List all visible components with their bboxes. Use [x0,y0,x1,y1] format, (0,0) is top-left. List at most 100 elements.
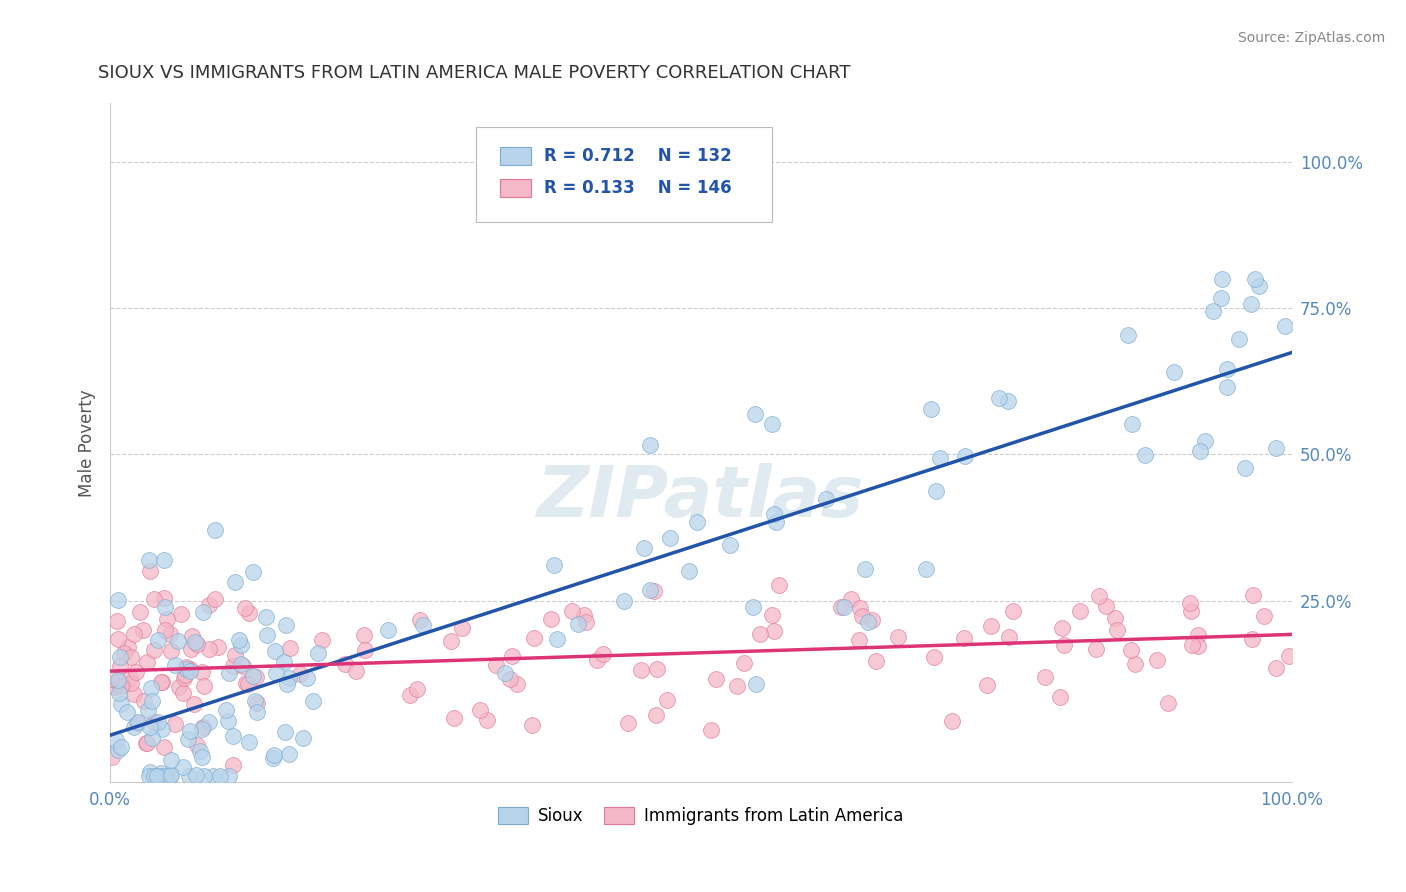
Point [122,687,145,701]
Point [176,659,198,673]
Point [1187,628,1209,642]
Point [575,615,598,629]
Point [485,657,508,672]
Point [1249,279,1271,293]
Point [924,484,946,499]
Point [222,729,245,743]
Point [198,598,221,612]
Point [914,562,936,576]
Point [245,670,267,684]
Point [191,665,214,679]
Point [520,718,543,732]
Point [191,605,214,619]
Point [765,515,787,529]
Point [172,759,194,773]
Point [1133,448,1156,462]
Point [1264,661,1286,675]
Point [107,673,129,687]
Point [475,713,498,727]
Point [1052,638,1074,652]
FancyBboxPatch shape [501,147,530,165]
Point [146,715,169,730]
Point [128,605,150,619]
Point [107,686,129,700]
Point [132,623,155,637]
Point [110,739,132,754]
Point [160,768,183,782]
Point [143,770,166,784]
Point [1049,690,1071,704]
Point [815,492,838,507]
Point [645,661,668,675]
Point [170,607,193,621]
Point [191,720,214,734]
Point [233,601,256,615]
Point [1241,588,1264,602]
Point [273,656,295,670]
Point [186,637,208,651]
Point [150,674,173,689]
Point [174,668,197,682]
Point [561,603,583,617]
Point [224,648,246,662]
Point [107,632,129,646]
Point [117,640,139,654]
Point [138,770,160,784]
Point [125,665,148,679]
Point [190,743,212,757]
Point [143,643,166,657]
Point [229,638,252,652]
Point [214,704,236,718]
FancyBboxPatch shape [477,127,772,222]
Point [1095,599,1118,614]
Point [440,633,463,648]
Text: ZIPatlas: ZIPatlas [537,463,865,532]
Point [988,391,1011,405]
Point [191,750,214,764]
Point [254,610,277,624]
Point [159,770,181,784]
Point [501,649,523,664]
Point [748,627,770,641]
Point [143,714,166,729]
Point [138,553,160,567]
Point [153,740,176,755]
Point [645,708,668,723]
Point [1146,652,1168,666]
Point [101,749,124,764]
Point [163,658,186,673]
Point [733,657,755,671]
Point [853,562,876,576]
Point [1104,611,1126,625]
FancyBboxPatch shape [501,179,530,197]
Point [832,600,855,615]
Point [221,757,243,772]
Point [159,770,181,784]
Point [159,626,181,640]
Point [830,600,852,615]
Point [1125,657,1147,672]
Point [150,766,173,780]
Point [150,722,173,736]
Point [585,653,607,667]
Point [763,624,786,639]
Point [523,631,546,645]
Point [228,632,250,647]
Point [633,541,655,555]
Point [264,666,287,681]
Point [242,565,264,579]
Point [311,633,333,648]
Y-axis label: Male Poverty: Male Poverty [79,389,96,497]
Point [184,768,207,782]
Point [245,705,267,719]
Point [278,747,301,761]
Point [204,592,226,607]
Point [167,634,190,648]
Point [997,394,1019,409]
Point [451,622,474,636]
Point [107,614,129,628]
Point [643,583,665,598]
Point [1035,670,1057,684]
Point [851,608,873,623]
Point [686,515,709,529]
